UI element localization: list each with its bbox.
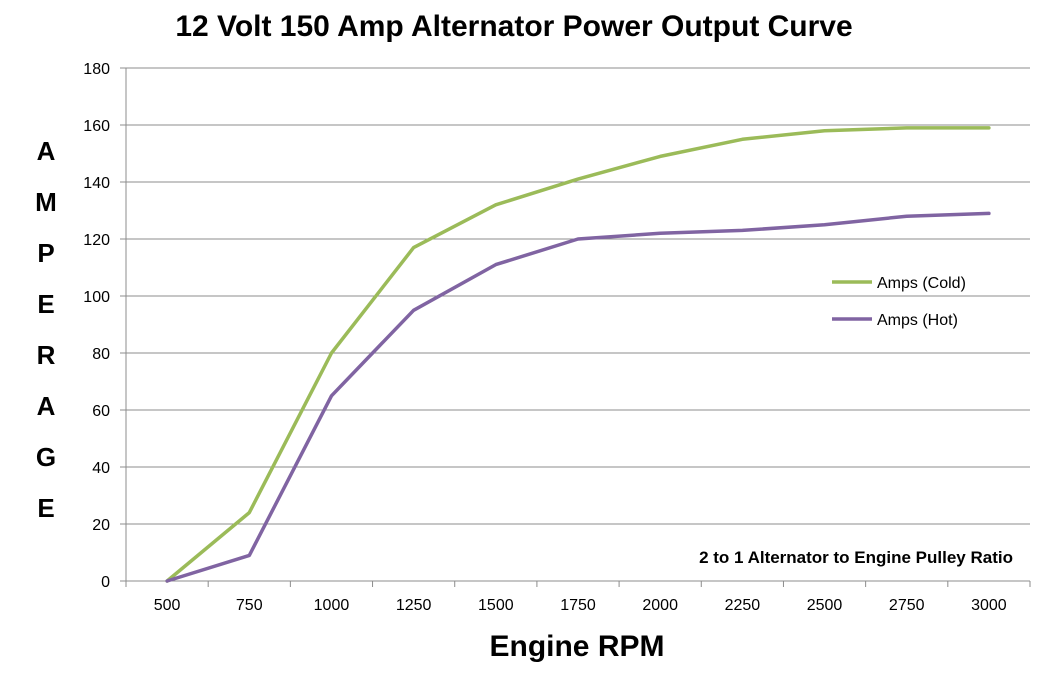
x-tick-label: 2750: [889, 597, 925, 614]
grid: [126, 67, 1030, 525]
axes: [120, 67, 1031, 587]
x-tick-label: 2500: [807, 597, 843, 614]
y-tick-label: 80: [92, 346, 110, 363]
y-tick-label: 0: [101, 574, 110, 591]
x-tick-label: 1250: [396, 597, 432, 614]
x-tick-label: 1750: [560, 597, 596, 614]
x-tick-labels: 500 750 1000 1250 1500 1750 2000 2250 2500 2750 30…: [154, 597, 1007, 614]
x-tick-label: 2000: [642, 597, 678, 614]
x-tick-label: 3000: [971, 597, 1007, 614]
y-tick-label: 180: [83, 61, 110, 78]
y-tick-labels: 0 20 40 60 80 100 120 140 160 180: [83, 61, 110, 591]
y-tick-label: 140: [83, 175, 110, 192]
y-axis-title-letter: R: [37, 340, 56, 370]
series-line-amps-hot: [165, 211, 991, 583]
chart-title: 12 Volt 150 Amp Alternator Power Output …: [175, 10, 852, 43]
x-tick-label: 2250: [725, 597, 761, 614]
x-tick-label: 500: [154, 597, 181, 614]
y-axis-title-letter: M: [35, 187, 57, 217]
x-tick-label: 1500: [478, 597, 514, 614]
y-tick-label: 100: [83, 289, 110, 306]
y-axis-title-letter: A: [37, 391, 56, 421]
y-axis-title-letter: G: [36, 442, 56, 472]
y-tick-label: 40: [92, 460, 110, 477]
x-tick-label: 1000: [314, 597, 350, 614]
series-line-amps-cold: [165, 126, 991, 583]
y-tick-label: 120: [83, 232, 110, 249]
legend-label: Amps (Cold): [877, 275, 966, 292]
y-axis-title-letter: P: [37, 238, 54, 268]
x-tick-label: 750: [236, 597, 263, 614]
y-tick-label: 160: [83, 118, 110, 135]
y-axis-title-letter: E: [37, 289, 54, 319]
y-axis-title-letter: E: [37, 493, 54, 523]
legend: Amps (Cold) Amps (Hot): [832, 275, 966, 329]
pulley-ratio-annotation: 2 to 1 Alternator to Engine Pulley Ratio: [699, 548, 1013, 567]
legend-label: Amps (Hot): [877, 312, 958, 329]
y-tick-label: 60: [92, 403, 110, 420]
x-axis-title: Engine RPM: [489, 630, 664, 663]
series-lines: [165, 126, 991, 583]
y-axis-title-letter: A: [37, 136, 56, 166]
y-tick-label: 20: [92, 517, 110, 534]
